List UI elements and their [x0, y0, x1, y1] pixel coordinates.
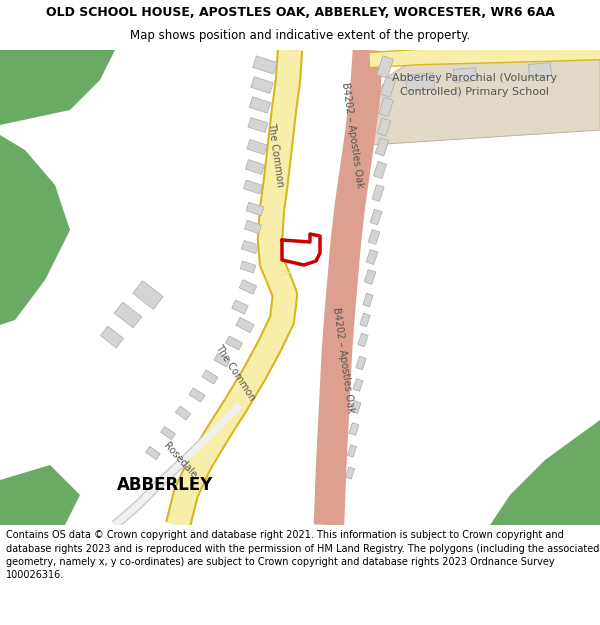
- Bar: [247, 139, 267, 154]
- Bar: [226, 336, 242, 350]
- Bar: [100, 326, 124, 348]
- Text: The Common: The Common: [213, 343, 257, 403]
- Bar: [240, 261, 256, 273]
- Text: B4202 – Apostles Oak: B4202 – Apostles Oak: [331, 306, 355, 414]
- Bar: [351, 401, 361, 413]
- Bar: [406, 72, 434, 91]
- Bar: [454, 68, 476, 82]
- Bar: [366, 249, 378, 264]
- Bar: [375, 138, 389, 156]
- Polygon shape: [365, 50, 600, 145]
- Bar: [529, 62, 551, 78]
- Text: ABBERLEY: ABBERLEY: [117, 476, 213, 494]
- Text: Contains OS data © Crown copyright and database right 2021. This information is : Contains OS data © Crown copyright and d…: [6, 531, 599, 580]
- Bar: [380, 77, 395, 97]
- Bar: [377, 56, 394, 78]
- Bar: [146, 446, 160, 459]
- Bar: [370, 209, 382, 225]
- Bar: [175, 406, 191, 420]
- Text: The Common: The Common: [266, 122, 286, 188]
- Polygon shape: [282, 234, 320, 265]
- Bar: [239, 280, 257, 294]
- Bar: [241, 241, 259, 254]
- Polygon shape: [0, 135, 70, 325]
- Bar: [189, 388, 205, 402]
- Bar: [377, 118, 391, 136]
- Bar: [373, 161, 386, 179]
- Bar: [379, 98, 394, 117]
- Text: B4202 – Apostles Oak: B4202 – Apostles Oak: [340, 81, 364, 189]
- Text: Map shows position and indicative extent of the property.: Map shows position and indicative extent…: [130, 29, 470, 42]
- Text: Rosedale: Rosedale: [161, 440, 199, 480]
- Bar: [248, 118, 268, 132]
- Bar: [364, 269, 376, 284]
- Bar: [349, 422, 359, 435]
- Bar: [353, 379, 363, 391]
- Bar: [244, 221, 262, 234]
- Bar: [114, 302, 142, 328]
- Bar: [236, 318, 254, 332]
- Bar: [249, 97, 271, 113]
- Text: Abberley Parochial (Voluntary
Controlled) Primary School: Abberley Parochial (Voluntary Controlled…: [392, 73, 557, 97]
- Bar: [244, 180, 262, 194]
- Bar: [161, 426, 175, 439]
- Bar: [356, 356, 366, 370]
- Bar: [232, 300, 248, 314]
- Bar: [360, 313, 370, 327]
- Bar: [251, 77, 273, 93]
- Bar: [346, 467, 355, 479]
- Bar: [133, 281, 163, 309]
- Polygon shape: [0, 50, 115, 125]
- Bar: [372, 184, 384, 201]
- Bar: [368, 229, 380, 244]
- Bar: [253, 56, 277, 74]
- Bar: [358, 333, 368, 347]
- Bar: [363, 293, 373, 307]
- Bar: [347, 445, 356, 457]
- Bar: [246, 202, 264, 216]
- Text: OLD SCHOOL HOUSE, APOSTLES OAK, ABBERLEY, WORCESTER, WR6 6AA: OLD SCHOOL HOUSE, APOSTLES OAK, ABBERLEY…: [46, 6, 554, 19]
- Polygon shape: [490, 420, 600, 525]
- Polygon shape: [0, 465, 80, 525]
- Bar: [214, 353, 230, 367]
- Bar: [202, 370, 218, 384]
- Bar: [245, 159, 265, 174]
